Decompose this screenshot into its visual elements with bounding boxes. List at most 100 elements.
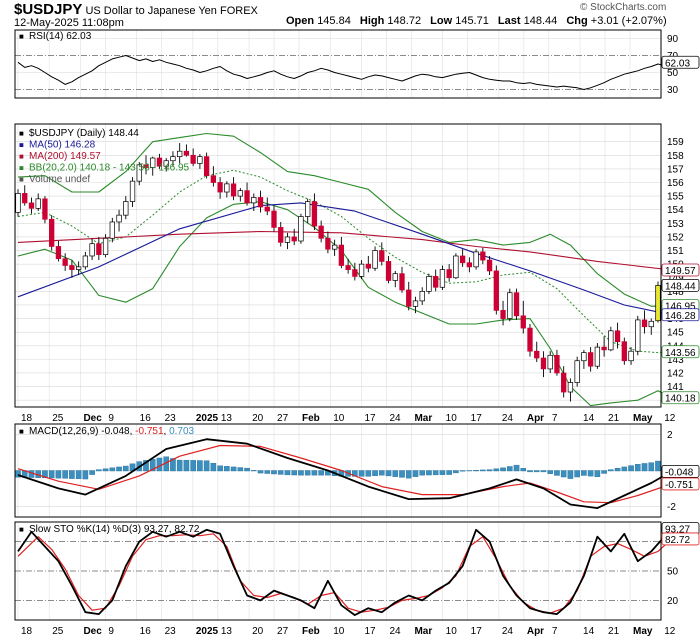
price-value-label: 146.28 [665,311,696,322]
x-tick-label: 20 [252,626,264,637]
x-tick-label: 17 [471,413,483,424]
x-tick-label: 10 [333,413,345,424]
candle-body [224,183,230,193]
macd-signal-line [17,444,672,504]
candle-body [628,350,634,362]
sto-legend: Slow STO %K(14) %D(3) 93.27, 82.72 [29,524,200,535]
macd-histogram-bar [594,470,601,478]
macd-histogram-bar [527,470,533,473]
rsi-axis-tick: 30 [667,85,679,96]
candle-body [520,315,526,329]
candle-body [55,246,62,260]
price-legend-swatch: ■ [19,175,24,184]
x-tick-label: Mar [414,626,432,637]
x-tick-label: 12 [664,413,676,424]
price-axis-tick: 142 [667,368,684,379]
macd-histogram-bar [237,467,244,472]
x-tick-label: 24 [502,413,514,424]
price-axis-tick: 151 [667,246,684,257]
macd-histogram-bar [533,470,540,473]
macd-axis-tick: -2 [667,502,676,513]
x-tick-label: 23 [165,413,177,424]
macd-histogram-bar [432,470,439,476]
candle-body [601,346,607,351]
last-label: Last [497,15,521,27]
x-tick-label: 20 [252,413,264,424]
x-tick-label: Dec [83,626,102,637]
price-axis-tick: 152 [667,232,684,243]
ohlc-summary: Open 145.84 High 148.72 Low 145.71 Last … [286,15,667,27]
candle-body [655,285,661,322]
candle-body [264,206,270,212]
candle-body [486,259,493,272]
open-label: Open [286,15,315,27]
candle-body [82,255,89,268]
candle-body [190,154,196,164]
candle-body [257,197,264,208]
last-value: 148.44 [523,15,558,27]
price-legend-entry: $USDJPY (Daily) 148.44 [29,128,139,139]
macd-histogram-bar [170,458,176,472]
candle-body [587,352,594,367]
candle-body [473,251,479,268]
sto-d-value-label-box [661,532,700,546]
x-tick-label: 27 [277,626,289,637]
x-tick-label: May [633,626,653,637]
macd-histogram-bar [473,470,479,472]
price-legend-entry: MA(50) 146.28 [29,140,96,151]
candle-body [540,357,547,370]
candle-body [69,265,75,270]
candle-body [500,310,506,319]
price-legend-entry: MA(200) 149.57 [29,151,101,162]
candle-body [291,236,297,242]
x-tick-label: 9 [108,626,114,637]
macd-histogram-bar [284,470,291,476]
price-legend-swatch: ■ [19,164,24,173]
x-tick-label: 9 [108,413,114,424]
candle-body [365,263,371,269]
macd-histogram-bar [250,470,257,472]
macd-histogram-bar [480,469,486,472]
macd-histogram-bar [277,470,284,475]
price-legend-swatch: ■ [19,141,24,150]
x-tick-label: 24 [502,626,514,637]
macd-histogram-bar [466,470,473,472]
candle-body [318,225,324,239]
candle-body [345,265,351,270]
candle-body [305,201,311,217]
candle-body [412,300,419,307]
macd-histogram-bar [641,463,648,472]
x-tick-label: Apr [527,413,544,424]
macd-histogram-bar [634,464,641,472]
x-tick-label: 13 [221,626,233,637]
candle-body [298,216,304,242]
candle-body [635,319,641,352]
candle-body [183,150,190,156]
price-value-label: 143.56 [665,348,696,359]
x-tick-label: 24 [389,626,401,637]
macd-histogram-bar [405,470,412,479]
macd-histogram-bar [291,470,298,476]
x-tick-label: 21 [608,626,620,637]
macd-histogram-bar [446,470,452,475]
candle-body [385,261,392,281]
candle-body [574,360,580,383]
price-axis-tick: 141 [667,382,684,393]
macd-legend-swatch: ■ [19,427,24,436]
macd-histogram-bar [210,462,217,472]
macd-histogram-bar [197,460,203,472]
price-axis-tick: 149 [667,273,684,284]
price-value-label-box [661,308,700,322]
candle-body [567,382,574,393]
macd-histogram-bar [365,470,372,477]
sto-k-value-label: 93.27 [665,525,690,536]
macd-histogram-bar [372,470,378,476]
price-legend-swatch: ■ [19,129,24,138]
symbol-description: US Dollar to Japanese Yen [85,5,217,17]
sto-axis-tick: 50 [667,567,679,578]
candle-body [129,180,136,202]
copyright: © StockCharts.com [580,2,667,13]
candle-body [561,372,567,393]
macd-histogram-bar [614,468,621,472]
macd-histogram-bar [62,470,68,479]
